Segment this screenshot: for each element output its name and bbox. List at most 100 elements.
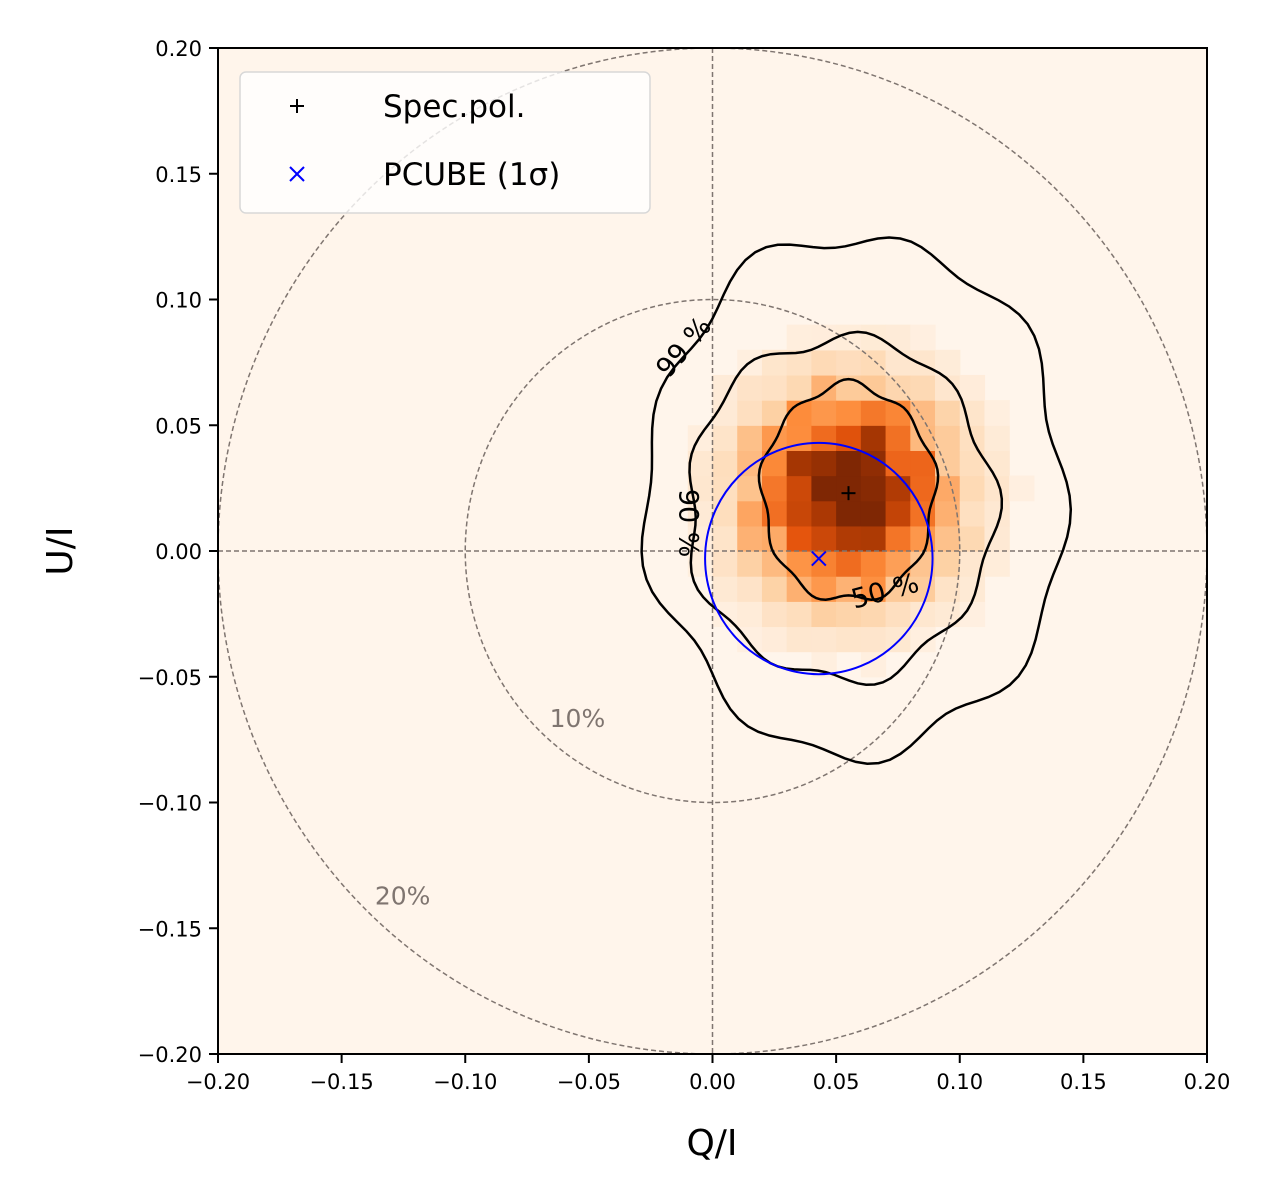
heatmap-cell xyxy=(910,425,936,451)
heatmap-cell xyxy=(712,576,738,602)
legend-label: PCUBE (1σ) xyxy=(383,157,560,193)
heatmap-cell xyxy=(860,626,887,653)
guide-lines xyxy=(218,48,1207,1054)
heatmap-cell xyxy=(959,475,986,502)
heatmap-cell xyxy=(811,500,837,527)
heatmap-cell xyxy=(786,374,812,401)
heatmap-cell xyxy=(737,374,763,401)
heatmap-cell xyxy=(935,525,961,552)
heatmap-cell xyxy=(860,500,887,527)
y-axis-label: U/I xyxy=(40,526,81,575)
heatmap-cell xyxy=(860,324,887,351)
heatmap-cell xyxy=(836,349,862,376)
heatmap-cell xyxy=(712,425,738,451)
heatmap-cell xyxy=(761,576,788,602)
y-tick-label: 0.00 xyxy=(155,540,202,564)
x-tick-label: −0.20 xyxy=(186,1070,250,1094)
heatmap-cell xyxy=(910,324,936,351)
heatmap-cell xyxy=(836,450,862,477)
heatmap-cell xyxy=(761,601,788,628)
legend-label: Spec.pol. xyxy=(383,89,525,125)
heatmap-cell xyxy=(935,475,961,502)
x-tick-label: −0.15 xyxy=(309,1070,373,1094)
y-tick-label: −0.10 xyxy=(138,792,202,816)
heatmap-cell xyxy=(811,425,837,451)
heatmap-cell xyxy=(811,450,837,477)
heatmap-cell xyxy=(712,450,738,477)
heatmap-cell xyxy=(811,626,837,653)
heatmap-cell xyxy=(737,400,763,426)
heatmap-cell xyxy=(935,551,961,577)
heatmap-cell xyxy=(761,626,788,653)
heatmap-cell xyxy=(737,551,763,577)
heatmap-cell xyxy=(959,374,986,401)
heatmap-cell xyxy=(984,450,1010,477)
heatmap-cell xyxy=(935,450,961,477)
heatmap-cell xyxy=(761,525,788,552)
heatmap-cell xyxy=(984,400,1010,426)
x-tick-label: 0.20 xyxy=(1184,1070,1231,1094)
heatmap-cell xyxy=(885,500,911,527)
heatmap-cell xyxy=(959,500,986,527)
heatmap-cell xyxy=(712,475,738,502)
polarization-circle xyxy=(464,298,961,804)
heatmap-cell xyxy=(885,374,911,401)
heatmap-cell xyxy=(860,349,887,376)
heatmap xyxy=(687,324,1035,678)
heatmap-cell xyxy=(786,626,812,653)
heatmap-cell xyxy=(885,425,911,451)
heatmap-cell xyxy=(935,349,961,376)
heatmap-cell xyxy=(910,475,936,502)
contour-line xyxy=(640,236,1073,765)
heatmap-cell xyxy=(885,475,911,502)
heatmap-cell xyxy=(737,500,763,527)
heatmap-cell xyxy=(836,601,862,628)
heatmap-cell xyxy=(910,374,936,401)
heatmap-cell xyxy=(836,324,862,351)
heatmap-cell xyxy=(984,551,1010,577)
heatmap-cell xyxy=(836,551,862,577)
heatmap-cell xyxy=(811,601,837,628)
x-tick-label: −0.05 xyxy=(557,1070,621,1094)
x-marker-b xyxy=(289,166,305,182)
x-axis-label: Q/I xyxy=(686,1123,737,1164)
spec-pol-point xyxy=(841,486,856,501)
heatmap-cell xyxy=(737,425,763,451)
x-marker-b xyxy=(811,550,827,567)
heatmap-cell xyxy=(786,475,812,502)
heatmap-cell xyxy=(836,626,862,653)
y-tick-label: 0.15 xyxy=(155,163,202,187)
y-tick-label: −0.05 xyxy=(138,666,202,690)
circle-label: 20% xyxy=(375,882,431,911)
heatmap-cell xyxy=(786,601,812,628)
heatmap-cell xyxy=(786,450,812,477)
heatmap-cell xyxy=(1009,475,1035,502)
heatmap-cell xyxy=(959,525,986,552)
heatmap-cell xyxy=(712,500,738,527)
heatmap-cell xyxy=(786,500,812,527)
heatmap-cell xyxy=(860,601,887,628)
y-tick-label: 0.20 xyxy=(155,37,202,61)
heatmap-cell xyxy=(761,425,788,451)
legend: Spec.pol. PCUBE (1σ) xyxy=(239,71,651,214)
heatmap-cell xyxy=(687,425,714,451)
heatmap-cell xyxy=(860,400,887,426)
pcube-point xyxy=(811,550,827,567)
legend-marker xyxy=(290,99,304,113)
y-tick-label: 0.05 xyxy=(155,414,202,438)
heatmap-cell xyxy=(885,525,911,552)
heatmap-cell xyxy=(786,525,812,552)
heatmap-cell xyxy=(811,525,837,552)
contours xyxy=(640,236,1073,765)
x-tick-label: 0.15 xyxy=(1060,1070,1107,1094)
heatmap-cell xyxy=(885,324,911,351)
heatmap-cell xyxy=(737,525,763,552)
axes: −0.20 −0.15 −0.10 −0.05 0.00 0.05 0.10 0.15 0.20… xyxy=(138,37,1231,1094)
heatmap-cell xyxy=(860,475,887,502)
heatmap-cell xyxy=(935,400,961,426)
heatmap-cell xyxy=(885,349,911,376)
heatmap-cell xyxy=(712,551,738,577)
x-tick-label: 0.10 xyxy=(936,1070,983,1094)
y-tick-label: −0.15 xyxy=(138,917,202,941)
